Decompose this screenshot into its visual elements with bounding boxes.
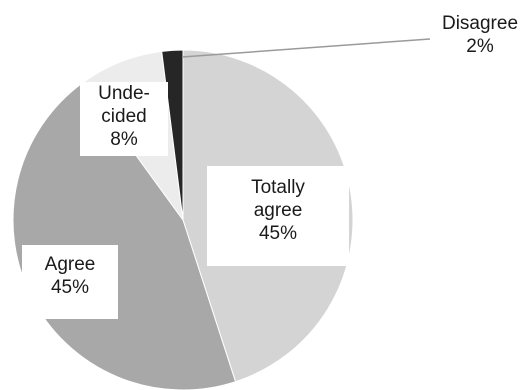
label-undecided: Unde- cided 8% — [80, 82, 168, 156]
label-totally-agree: Totally agree 45% — [207, 166, 349, 266]
label-agree-percent: 45% — [50, 277, 90, 298]
label-disagree-name: Disagree — [441, 13, 519, 34]
label-agree-name: Agree — [44, 254, 96, 275]
label-disagree-percent: 2% — [466, 36, 494, 57]
label-disagree: Disagree 2% — [435, 12, 525, 58]
label-undecided-line2: cided — [101, 106, 147, 127]
label-totally-agree-line1: Totally — [251, 177, 305, 198]
label-totally-agree-line2: agree — [253, 200, 303, 221]
disagree-leader-line — [181, 38, 431, 58]
label-undecided-line1: Unde- — [98, 83, 150, 104]
label-agree: Agree 45% — [22, 245, 118, 319]
label-undecided-percent: 8% — [110, 129, 138, 150]
label-totally-agree-percent: 45% — [258, 223, 298, 244]
